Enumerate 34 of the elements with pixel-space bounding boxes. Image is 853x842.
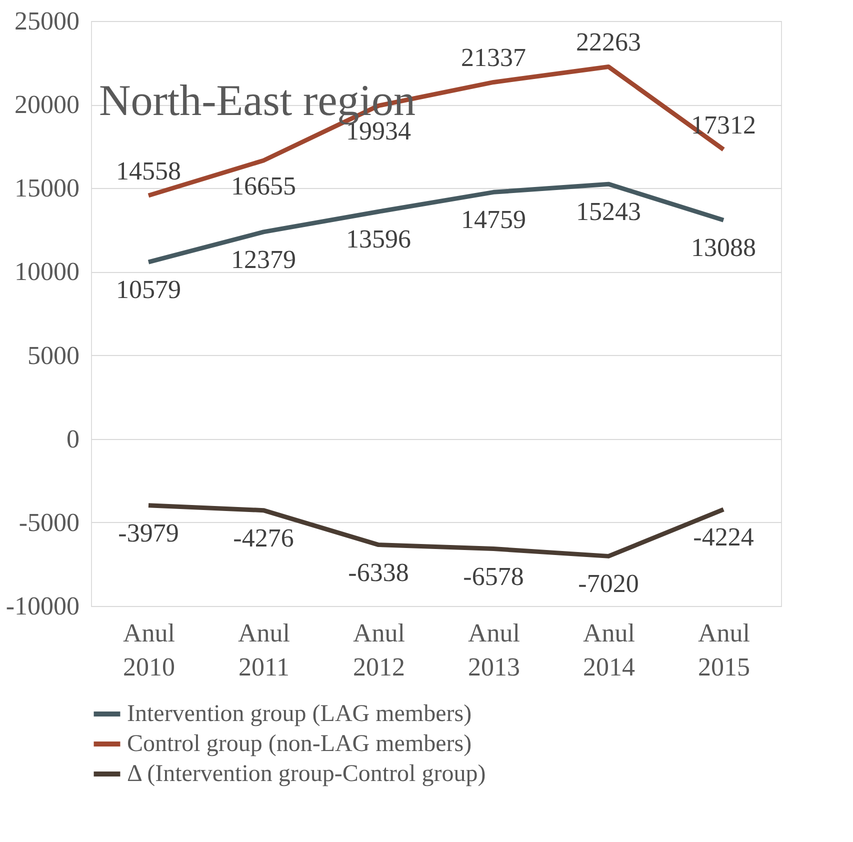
y-tick-label: 20000 bbox=[14, 90, 80, 120]
x-tick-label: Anul 2014 bbox=[583, 618, 635, 682]
data-label: 10579 bbox=[116, 275, 181, 304]
data-label: 17312 bbox=[691, 110, 756, 140]
legend-label: Intervention group (LAG members) bbox=[127, 701, 472, 727]
legend-label: Control group (non-LAG members) bbox=[127, 731, 472, 757]
data-label: -6338 bbox=[348, 558, 409, 587]
data-label: -4276 bbox=[233, 523, 294, 552]
y-tick-label: -10000 bbox=[6, 592, 80, 620]
y-tick-label: -5000 bbox=[18, 508, 80, 537]
legend-label: Δ (Intervention group-Control group) bbox=[127, 761, 486, 787]
data-label: 13088 bbox=[691, 233, 756, 262]
data-label: 22263 bbox=[576, 28, 641, 57]
data-label: 13596 bbox=[346, 224, 411, 254]
y-tick-label: 10000 bbox=[14, 257, 80, 286]
data-label: -7020 bbox=[578, 569, 639, 598]
data-label: 12379 bbox=[231, 244, 296, 274]
data-label: 14558 bbox=[116, 156, 181, 186]
data-label: -4224 bbox=[693, 522, 754, 552]
x-tick-label: Anul 2011 bbox=[238, 618, 290, 682]
y-tick-label: 15000 bbox=[14, 174, 80, 203]
data-label: 14759 bbox=[461, 205, 526, 234]
y-tick-label: 5000 bbox=[28, 340, 80, 370]
x-tick-label: Anul 2010 bbox=[123, 618, 175, 682]
data-label: 21337 bbox=[461, 43, 526, 72]
y-tick-label: 0 bbox=[66, 424, 80, 454]
data-label: -3979 bbox=[118, 518, 179, 548]
y-tick-label: 25000 bbox=[14, 6, 80, 36]
x-tick-label: Anul 2015 bbox=[698, 618, 750, 682]
data-label: -6578 bbox=[463, 562, 524, 591]
data-label: 15243 bbox=[576, 197, 641, 226]
x-tick-label: Anul 2012 bbox=[353, 618, 405, 682]
x-tick-label: Anul 2013 bbox=[468, 618, 520, 682]
data-label: 16655 bbox=[231, 171, 296, 200]
